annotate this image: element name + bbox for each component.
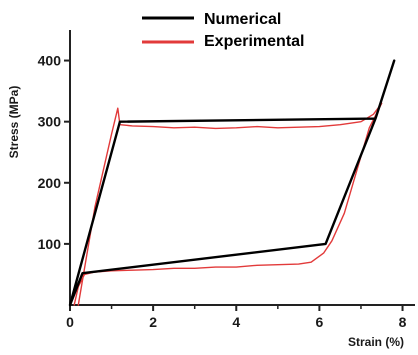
y-tick-label: 300 [38,114,62,130]
legend: Numerical Experimental [142,11,304,50]
series-line-experimental [73,102,383,306]
y-tick-label: 100 [38,236,62,252]
series-line-numerical [68,59,396,307]
x-tick-label: 6 [315,314,323,330]
x-tick-label: 8 [399,314,407,330]
legend-label-experimental: Experimental [204,33,304,50]
legend-label-numerical: Numerical [204,11,281,28]
y-tick-label: 200 [38,175,62,191]
x-tick-label: 4 [232,314,240,330]
x-tick-label: 2 [149,314,157,330]
series-layer [68,59,396,307]
tick-labels: 100 200 300 400 0 2 4 6 8 [38,53,407,330]
x-tick-label: 0 [66,314,74,330]
y-tick-label: 400 [38,53,62,69]
y-axis-label: Stress (MPa) [7,86,21,159]
axes [64,30,415,311]
x-axis-label: Strain (%) [348,335,404,349]
